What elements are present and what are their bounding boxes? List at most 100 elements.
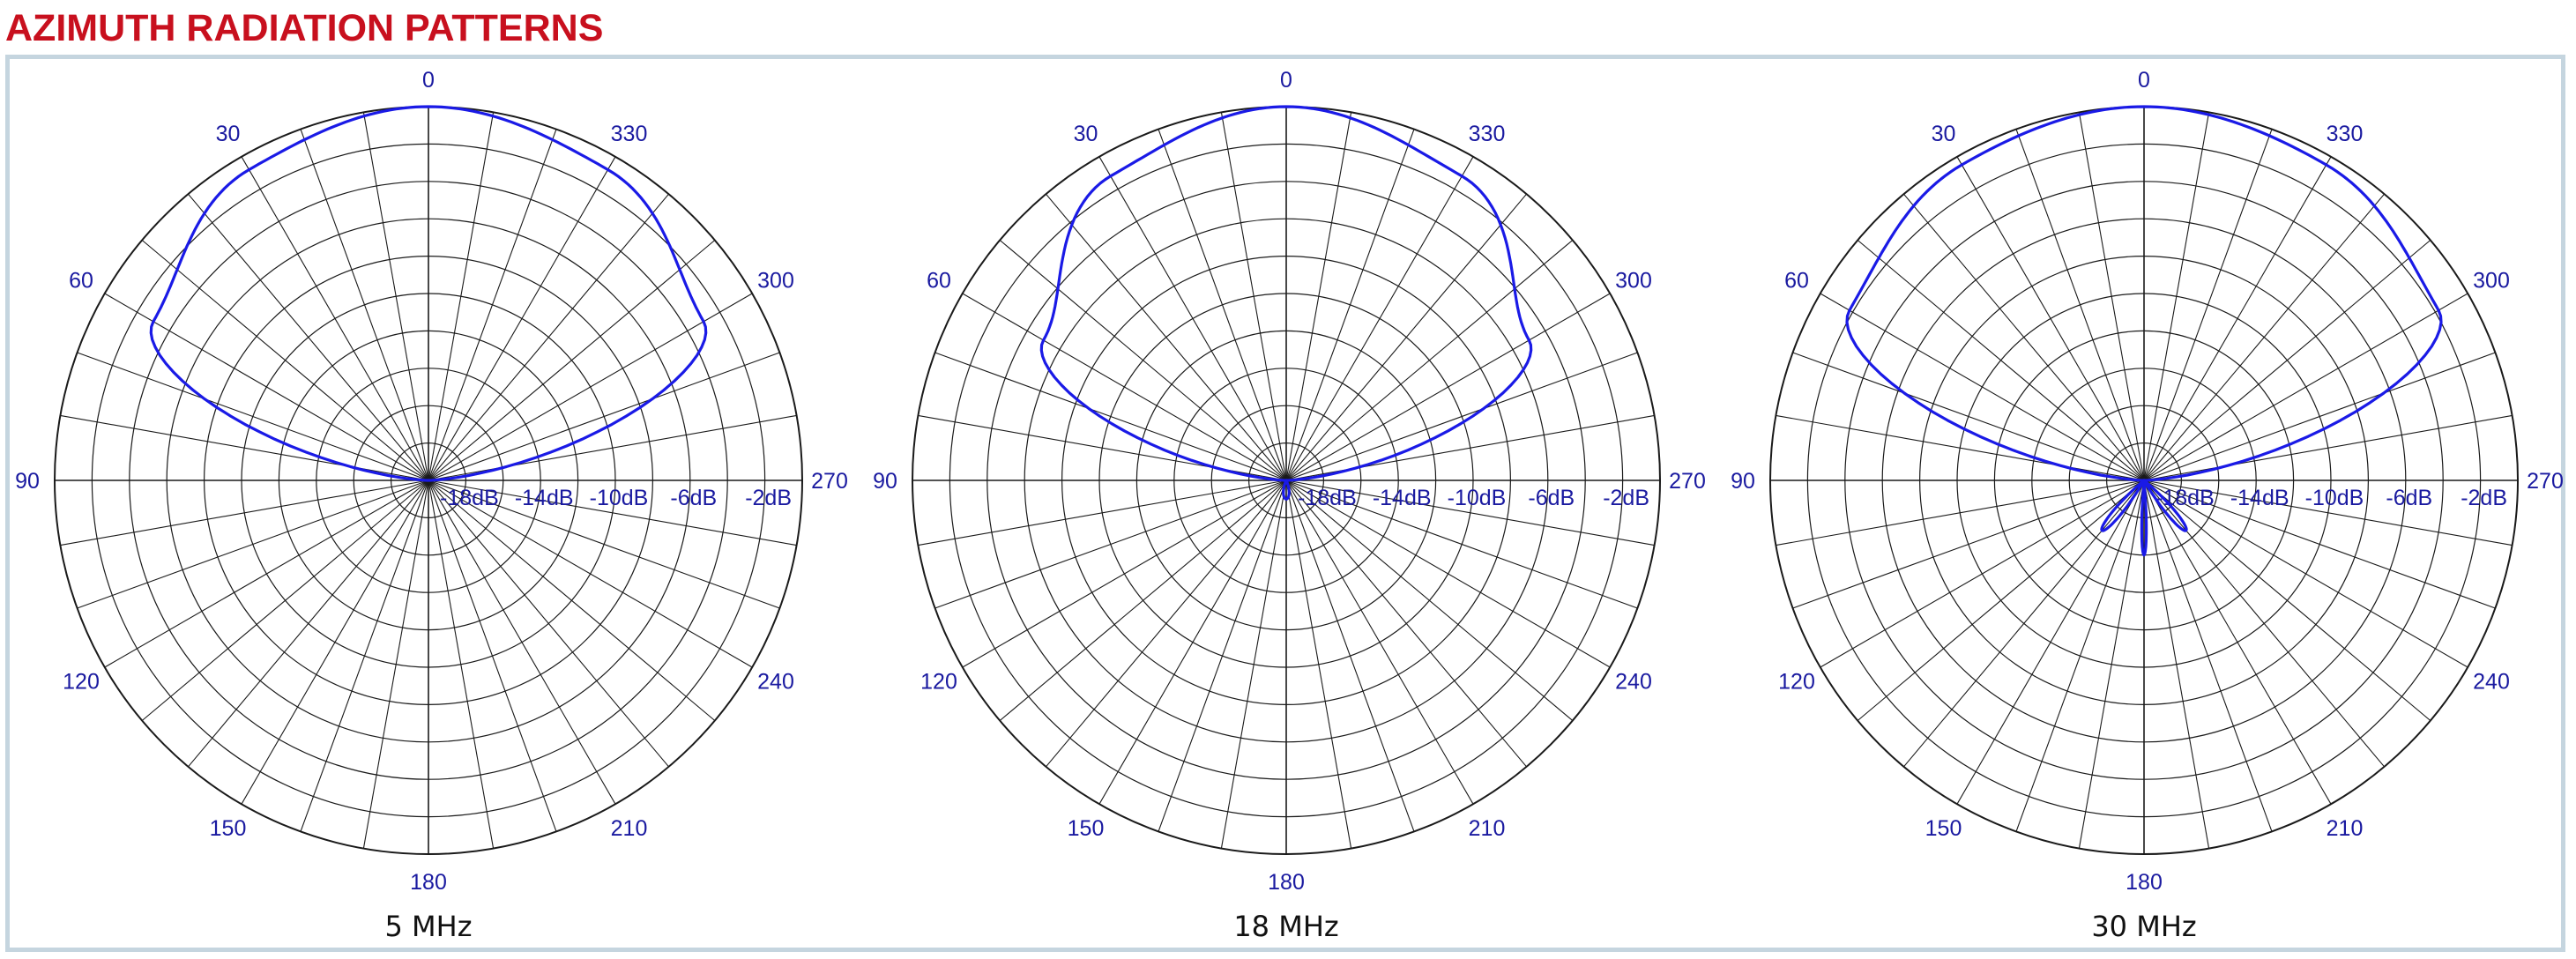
grid-spoke: [934, 480, 1287, 609]
chart-caption: 30 MHz: [2091, 910, 2196, 943]
grid-spoke: [188, 480, 429, 768]
grid-spoke: [2015, 480, 2145, 832]
angle-label: 60: [69, 269, 93, 294]
grid-spoke: [2143, 193, 2385, 481]
grid-spoke: [1285, 480, 1655, 546]
angle-label: 240: [757, 670, 794, 695]
grid-spoke: [2143, 156, 2332, 481]
angle-label: 150: [1925, 816, 1962, 841]
angle-label: 90: [15, 469, 40, 494]
grid-spoke: [1285, 293, 1611, 481]
db-label: -6dB: [2386, 486, 2432, 510]
grid-spoke: [1285, 352, 1638, 481]
grid-spoke: [1956, 480, 2145, 805]
angle-label: 270: [811, 469, 848, 494]
db-label: -2dB: [1603, 486, 1649, 510]
grid-spoke: [428, 240, 716, 481]
grid-spoke: [1285, 193, 1527, 481]
grid-spoke: [1285, 480, 1611, 668]
db-label: -18dB: [440, 486, 499, 510]
grid-spoke: [2143, 480, 2273, 832]
charts-frame: [5, 55, 2565, 952]
grid-spoke: [1158, 480, 1287, 832]
angle-label: 0: [422, 68, 435, 93]
angle-label: 120: [920, 670, 957, 695]
grid-spoke: [141, 240, 429, 481]
polar-chart-2: 0 30 60 90 120 150 180 210 240 270 300 330 -18dB -14d…: [873, 68, 1706, 943]
grid-spoke: [428, 352, 780, 481]
grid-spoke: [428, 480, 669, 768]
grid-spoke: [1158, 129, 1287, 481]
angle-label: 300: [757, 269, 794, 294]
pattern-lobe-4: [2142, 479, 2188, 532]
grid-spoke: [2143, 240, 2431, 481]
angle-label: 300: [2473, 269, 2510, 294]
grid-spoke: [188, 193, 429, 481]
angle-label: 330: [611, 122, 648, 146]
db-label: -2dB: [2461, 486, 2507, 510]
grid-spoke: [999, 480, 1287, 721]
db-label: -18dB: [1298, 486, 1357, 510]
angle-label: 90: [873, 469, 897, 494]
grid-spoke: [241, 156, 429, 481]
angle-label: 150: [210, 816, 247, 841]
grid-spoke: [1792, 480, 2145, 609]
db-label: -14dB: [2230, 486, 2289, 510]
grid-spoke: [428, 480, 616, 805]
grid-spoke: [1220, 112, 1287, 481]
grid-spoke: [428, 480, 495, 849]
angle-label: 330: [1469, 122, 1506, 146]
grid-spoke: [141, 480, 429, 721]
grid-spoke: [1285, 156, 1474, 481]
angle-label: 210: [611, 816, 648, 841]
db-label: -6dB: [1528, 486, 1575, 510]
polar-chart-1: 0 30 60 90 120 150 180 210 240 270 300 330 -18dB -14d…: [15, 68, 848, 943]
db-label: -10dB: [590, 486, 649, 510]
grid-spoke: [428, 480, 716, 721]
grid-spoke: [2143, 352, 2496, 481]
page-title: AZIMUTH RADIATION PATTERNS: [5, 7, 604, 49]
angle-label: 240: [2473, 670, 2510, 695]
angle-label: 270: [1669, 469, 1706, 494]
angle-label: 210: [1469, 816, 1506, 841]
grid-spoke: [1285, 480, 1574, 721]
db-label: -10dB: [2305, 486, 2364, 510]
db-label: -18dB: [2155, 486, 2215, 510]
grid-spoke: [1285, 480, 1638, 609]
grid-spoke: [241, 480, 429, 805]
grid-spoke: [962, 293, 1287, 481]
grid-spoke: [1285, 129, 1415, 481]
grid-spoke: [2143, 480, 2332, 805]
grid-spoke: [1903, 193, 2145, 481]
grid-spoke: [1046, 480, 1287, 768]
grid-spoke: [2078, 112, 2145, 481]
angle-label: 30: [1932, 122, 1956, 146]
grid-spoke: [2143, 414, 2513, 481]
grid-spoke: [1220, 480, 1287, 849]
grid-spoke: [2078, 480, 2145, 849]
angle-label: 90: [1731, 469, 1755, 494]
pattern-lobe-2: [1282, 479, 1291, 501]
grid-spoke: [934, 352, 1287, 481]
grid-spoke: [1820, 293, 2145, 481]
angle-label: 150: [1068, 816, 1105, 841]
angle-label: 120: [63, 670, 100, 695]
grid-spoke: [999, 240, 1287, 481]
grid-spoke: [428, 480, 780, 609]
grid-spoke: [2143, 129, 2273, 481]
db-label: -10dB: [1448, 486, 1507, 510]
angle-label: 30: [1074, 122, 1098, 146]
angle-label: 60: [1784, 269, 1809, 294]
db-label: -14dB: [1373, 486, 1432, 510]
grid-spoke: [2143, 480, 2468, 668]
grid-spoke: [428, 293, 753, 481]
grid-spoke: [77, 352, 429, 481]
grid-spoke: [428, 112, 495, 481]
grid-spoke: [1046, 193, 1287, 481]
grid-spoke: [1956, 156, 2145, 481]
chart-caption: 18 MHz: [1233, 910, 1338, 943]
grid-spoke: [1792, 352, 2145, 481]
grid-spoke: [428, 480, 753, 668]
grid-spoke: [428, 480, 557, 832]
